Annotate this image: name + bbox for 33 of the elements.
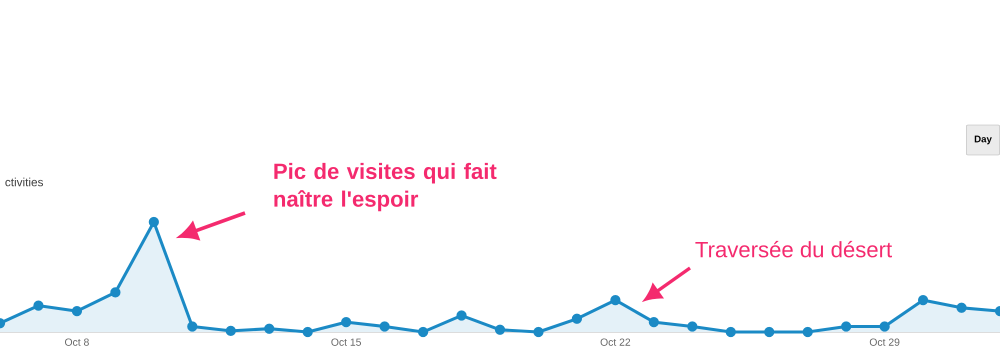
- point: [726, 326, 736, 338]
- point: [264, 324, 274, 334]
- point: [533, 326, 544, 338]
- point: [379, 321, 390, 332]
- point: [341, 316, 352, 328]
- point: [687, 321, 698, 332]
- point: [148, 216, 159, 228]
- point: [494, 324, 506, 335]
- point: [72, 306, 82, 316]
- point: [110, 287, 121, 298]
- point: [918, 294, 928, 306]
- point: [33, 300, 44, 311]
- point: [418, 326, 428, 338]
- point: [187, 321, 198, 332]
- x-tick-label: Oct 15: [331, 338, 361, 346]
- text: Pic de visites qui fait naître l'espoir: [274, 162, 497, 212]
- point: [302, 326, 313, 338]
- text: ctivities: [5, 178, 44, 186]
- point: [648, 316, 659, 328]
- point: [226, 326, 236, 336]
- point: [764, 326, 774, 338]
- text: Day: [974, 136, 992, 144]
- point: [880, 321, 890, 332]
- point: [456, 310, 467, 321]
- point: [610, 294, 621, 306]
- point: [572, 314, 582, 324]
- x-tick-label: Oct 8: [65, 338, 89, 346]
- point: [802, 326, 813, 338]
- annotation: Traversée du désert: [695, 240, 892, 258]
- x-tick-label: Oct 22: [600, 338, 630, 346]
- x-tick-label: Oct 29: [870, 338, 900, 346]
- point: [841, 321, 852, 332]
- point: [956, 302, 967, 313]
